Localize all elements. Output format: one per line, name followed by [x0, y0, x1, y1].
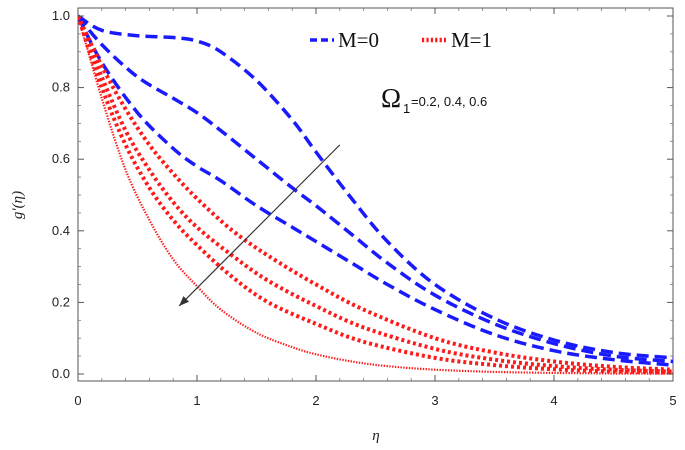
x-tick-label-1: 1 [193, 393, 200, 408]
y-tick-label-5: 1.0 [52, 8, 70, 23]
legend-label-m1: M=1 [451, 28, 492, 52]
y-tick-label-4: 0.8 [52, 80, 70, 95]
trend-arrow-line [178, 144, 341, 307]
tick-layer: 0 1 2 3 4 5 0.0 0.2 0.4 0.6 0.8 1.0 [52, 8, 677, 408]
series-line-3-m1 [78, 15, 673, 372]
x-tick-label-3: 3 [431, 393, 438, 408]
annotation-subscript: 1 [403, 101, 410, 116]
x-tick-label-2: 2 [312, 393, 319, 408]
annotation-values: =0.2, 0.4, 0.6 [411, 94, 487, 109]
y-axis-title: g'(η) [10, 191, 26, 219]
y-tick-label-3: 0.6 [52, 151, 70, 166]
trend-arrow-head [179, 296, 189, 306]
legend: M=0 M=1 [310, 28, 492, 52]
series-line-2-m0 [78, 15, 673, 367]
y-tick-label-0: 0.0 [52, 366, 70, 381]
x-tick-label-5: 5 [669, 393, 676, 408]
trend-arrow-layer [178, 144, 341, 307]
x-tick-label-4: 4 [550, 393, 557, 408]
series-line-4-m1 [78, 15, 673, 374]
x-tick-label-0: 0 [74, 393, 81, 408]
y-tick-label-2: 0.4 [52, 223, 70, 238]
series-line-0-m0 [78, 14, 673, 360]
y-tick-label-1: 0.2 [52, 294, 70, 309]
plot-frame-layer [77, 7, 674, 382]
annotation-symbol: Ω [381, 83, 401, 113]
parameter-annotation: Ω 1 =0.2, 0.4, 0.6 [381, 83, 487, 116]
plot-frame [77, 7, 674, 382]
series-line-6-m1 [78, 15, 673, 375]
series-line-1-m0 [78, 14, 673, 364]
x-axis-title: η [372, 428, 379, 444]
series-layer [78, 14, 673, 375]
legend-label-m0: M=0 [338, 28, 379, 52]
